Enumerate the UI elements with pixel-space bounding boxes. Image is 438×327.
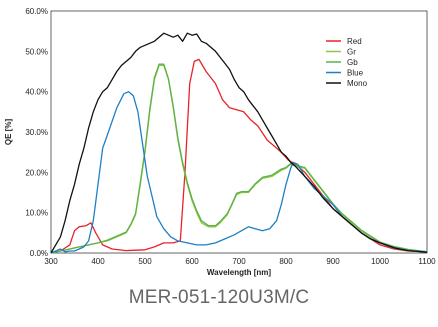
- legend-label-blue: Blue: [347, 69, 364, 78]
- x-tick-labels: 300 400 500 600 700 800 900 1000 1100: [44, 257, 436, 266]
- y-tick-labels: 0.0% 10.0% 20.0% 30.0% 40.0% 50.0% 60.0%: [25, 7, 48, 258]
- legend-label-mono: Mono: [347, 79, 368, 88]
- plot-background: [51, 11, 427, 253]
- plot-border: [50, 10, 428, 254]
- legend-label-red: Red: [347, 37, 362, 46]
- camera-model-caption: MER-051-120U3M/C: [128, 287, 310, 308]
- series-line-mono: [50, 32, 428, 254]
- x-tick-label: 900: [326, 257, 340, 266]
- qe-chart: 300 400 500 600 700 800 900 1000 1100 0.0% 10.0% 2…: [4, 7, 436, 277]
- y-axis-label: QE [%]: [4, 119, 13, 146]
- y-tick-label: 40.0%: [25, 88, 48, 97]
- legend-label-gb: Gb: [347, 58, 358, 67]
- x-tick-label: 1100: [418, 257, 436, 266]
- x-tick-label: 800: [279, 257, 293, 266]
- plot-area: [50, 10, 428, 254]
- y-tick-label: 20.0%: [25, 168, 48, 177]
- x-tick-label: 400: [91, 257, 105, 266]
- series-line-gb: [50, 63, 428, 254]
- series-layer: [50, 32, 428, 254]
- y-tick-label: 30.0%: [25, 128, 48, 137]
- x-axis-label: Wavelength [nm]: [207, 268, 271, 277]
- y-tick-label: 10.0%: [25, 209, 48, 218]
- y-tick-label: 0.0%: [30, 249, 48, 258]
- x-tick-label: 1000: [371, 257, 389, 266]
- x-tick-label: 600: [185, 257, 199, 266]
- y-tick-label: 50.0%: [25, 47, 48, 56]
- y-tick-label: 60.0%: [25, 7, 48, 16]
- legend-label-gr: Gr: [347, 48, 356, 57]
- series-line-blue: [50, 91, 428, 254]
- x-tick-label: 300: [44, 257, 58, 266]
- x-tick-label: 500: [138, 257, 152, 266]
- x-tick-label: 700: [232, 257, 246, 266]
